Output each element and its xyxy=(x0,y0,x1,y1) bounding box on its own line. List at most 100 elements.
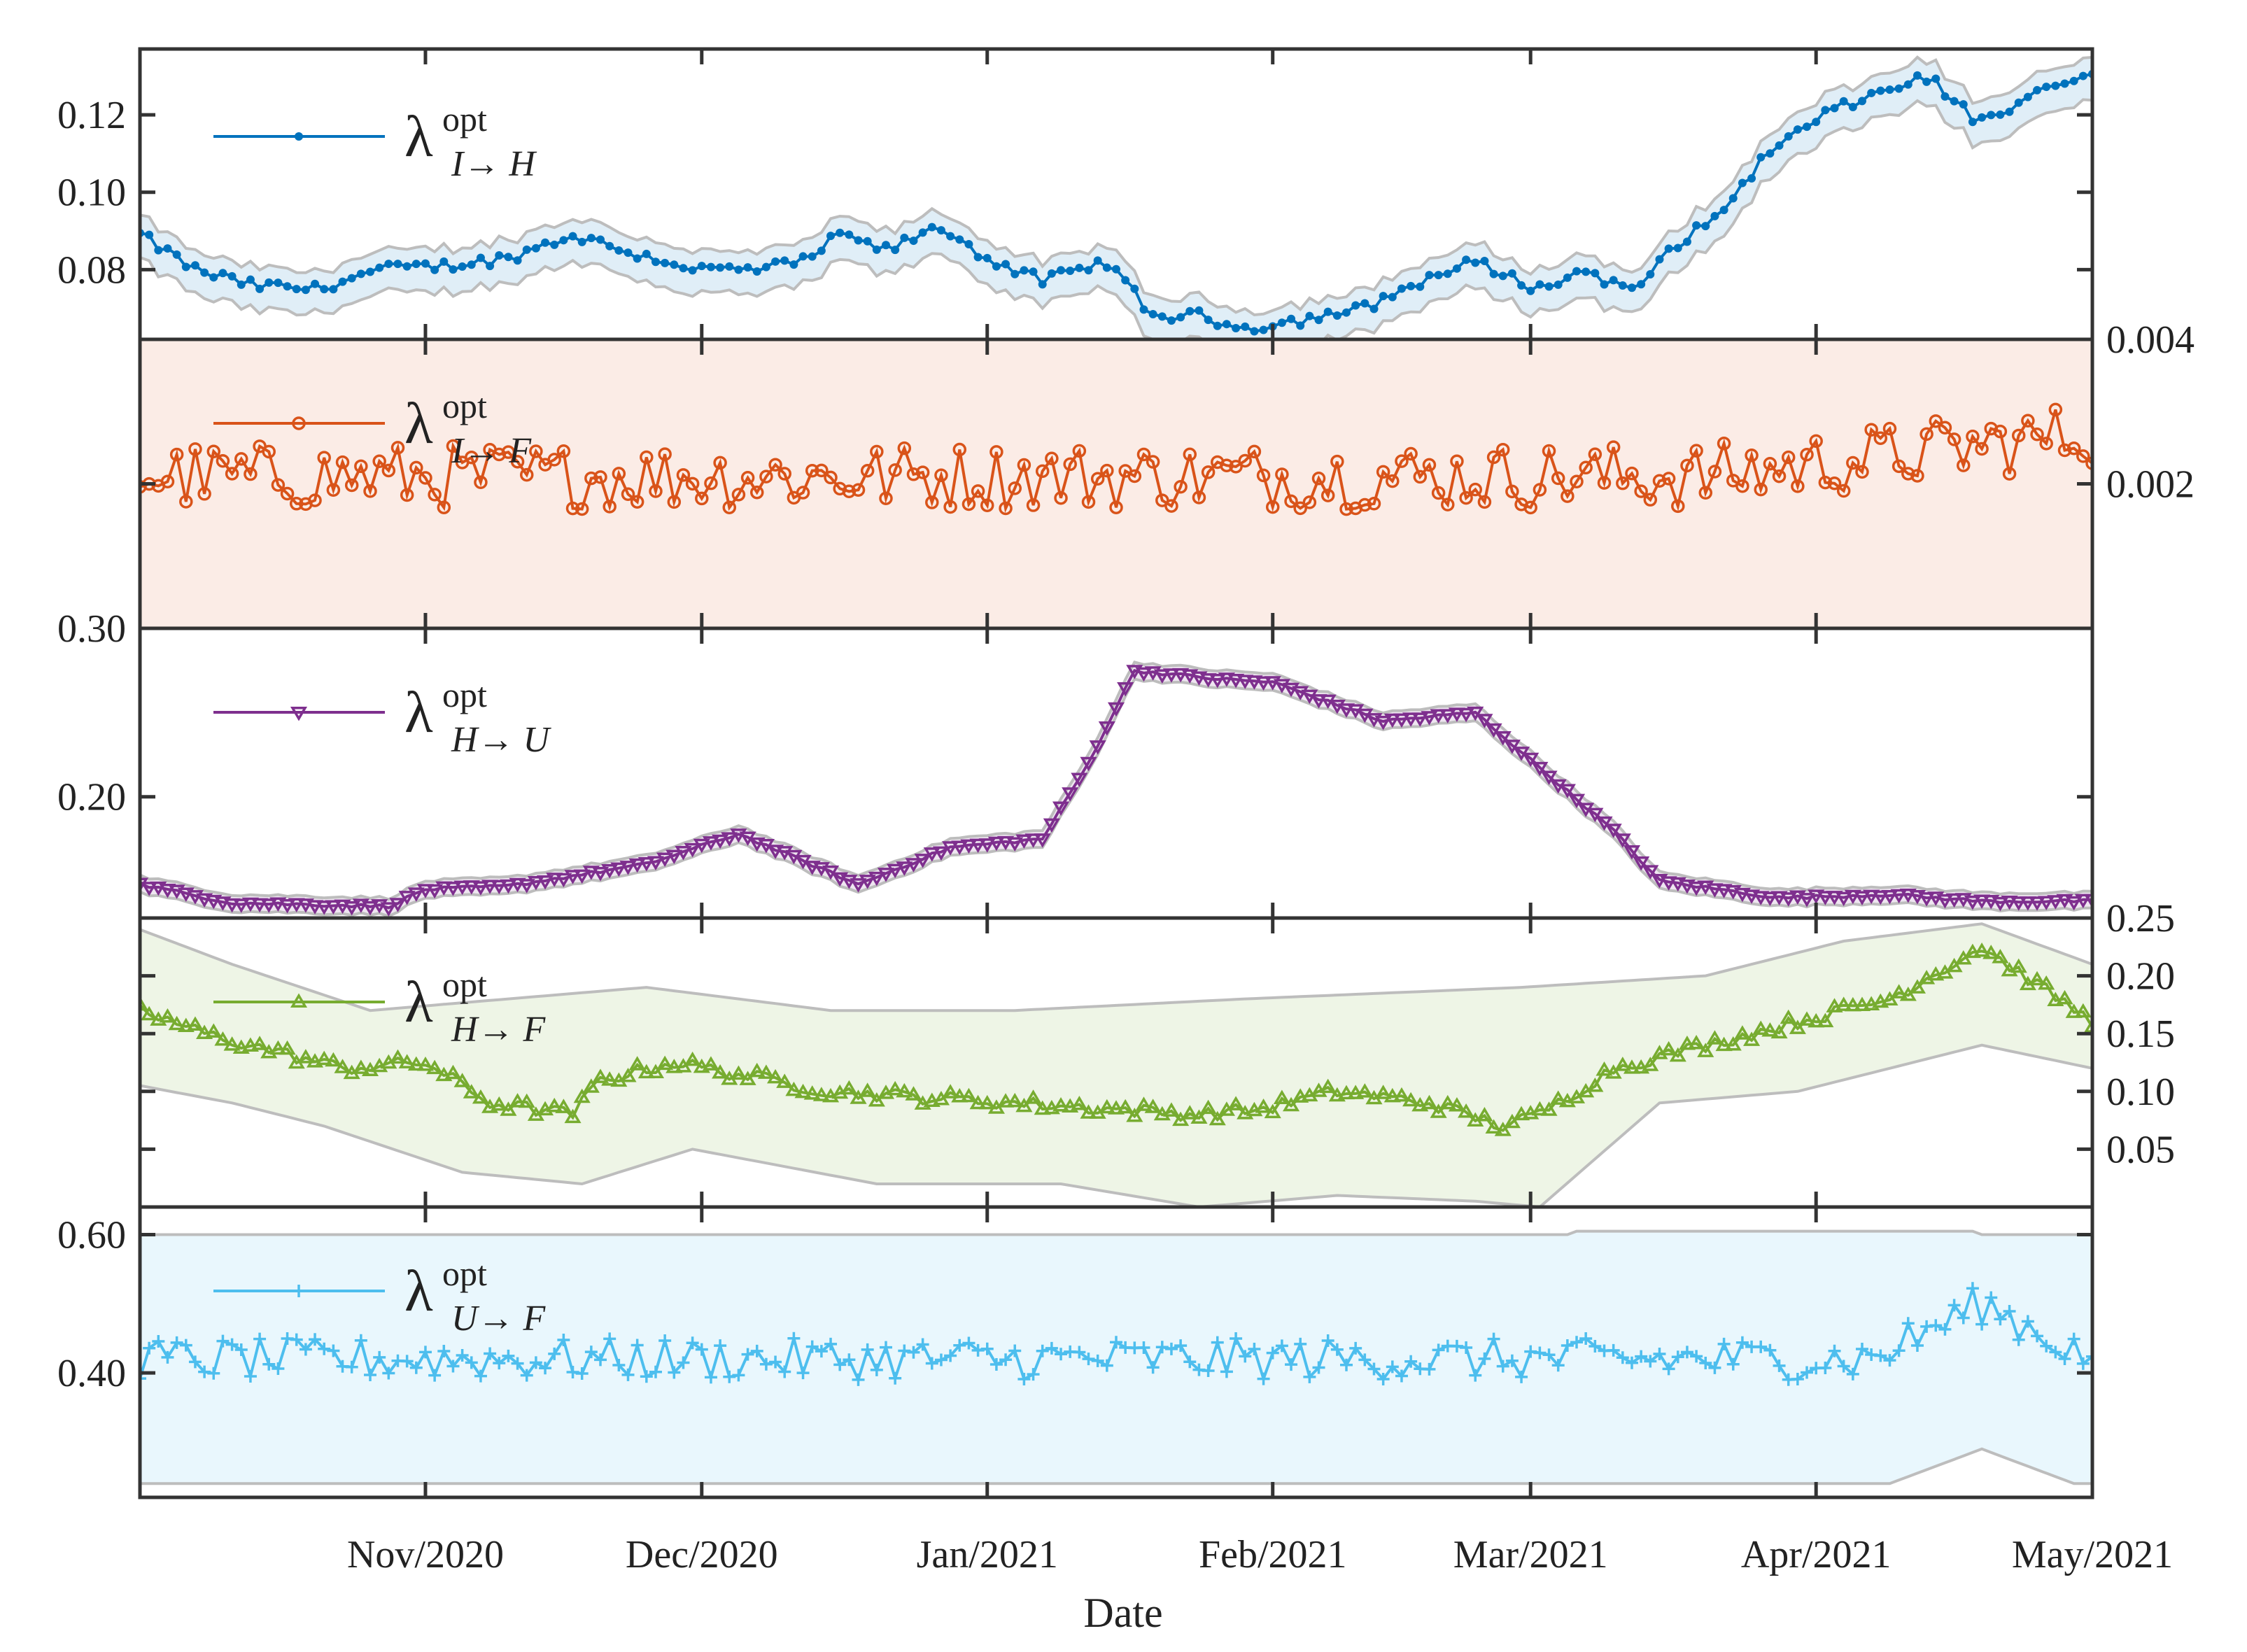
data-point xyxy=(2058,1352,2071,1365)
data-point xyxy=(292,285,301,294)
data-point xyxy=(1038,280,1047,289)
data-point xyxy=(842,484,857,499)
data-point xyxy=(1148,310,1157,319)
data-point xyxy=(1093,256,1102,265)
data-point xyxy=(1623,845,1641,860)
data-point xyxy=(295,132,303,141)
data-point xyxy=(1993,424,2008,439)
y-tick-label: 0.20 xyxy=(2106,955,2175,998)
data-point xyxy=(2002,467,2017,481)
data-point xyxy=(796,1367,810,1380)
data-point xyxy=(1277,318,1286,327)
data-point xyxy=(1144,1099,1162,1113)
data-point xyxy=(1496,1360,1509,1373)
data-point xyxy=(465,450,479,465)
data-point xyxy=(633,254,642,263)
data-point xyxy=(1844,889,1861,905)
data-point xyxy=(1107,1100,1125,1115)
data-point xyxy=(1600,280,1609,289)
data-point xyxy=(997,1093,1015,1108)
data-point xyxy=(1848,103,1857,112)
data-point xyxy=(817,246,826,255)
data-point xyxy=(1052,1097,1070,1112)
data-point xyxy=(989,445,1003,459)
data-point xyxy=(693,1058,710,1073)
data-point xyxy=(656,852,674,867)
data-point xyxy=(198,1365,211,1378)
data-point xyxy=(962,1336,975,1350)
data-point xyxy=(398,1054,416,1068)
data-point xyxy=(335,455,350,470)
data-point xyxy=(1448,1096,1465,1112)
data-point xyxy=(1517,281,1526,290)
data-point xyxy=(1973,894,1991,909)
data-point xyxy=(1743,889,1761,904)
data-point xyxy=(1780,892,1797,907)
data-point xyxy=(418,471,432,485)
data-point xyxy=(1653,1347,1666,1360)
data-point xyxy=(1034,833,1051,848)
data-point xyxy=(906,467,921,481)
data-point xyxy=(382,1367,395,1380)
data-point xyxy=(1752,1020,1770,1035)
data-point xyxy=(2069,76,2078,85)
band-lower-edge xyxy=(140,1043,2092,1207)
data-point xyxy=(1938,421,1952,435)
data-point xyxy=(430,265,439,274)
legend-label: λ xyxy=(404,680,433,745)
data-point xyxy=(992,262,1001,271)
data-point xyxy=(467,260,476,269)
data-point xyxy=(1084,266,1093,275)
data-point xyxy=(458,262,467,271)
data-point xyxy=(1386,474,1400,488)
data-point xyxy=(702,836,720,851)
data-point xyxy=(1973,942,1991,957)
data-point xyxy=(145,230,154,239)
data-point xyxy=(292,416,306,430)
data-point xyxy=(1975,1318,1989,1331)
data-point xyxy=(518,1093,535,1108)
data-point xyxy=(1395,454,1409,468)
data-point xyxy=(812,1087,830,1101)
data-point xyxy=(896,861,913,876)
data-point xyxy=(1006,1092,1024,1108)
data-point xyxy=(1872,890,1889,905)
x-tick-label: Mar/2021 xyxy=(1453,1533,1608,1576)
data-point xyxy=(860,464,875,478)
data-point xyxy=(190,261,199,270)
data-point xyxy=(1135,1096,1153,1111)
data-point xyxy=(1673,243,1682,253)
data-point xyxy=(1238,453,1252,468)
data-point xyxy=(1015,834,1033,849)
data-point xyxy=(850,1089,867,1104)
data-point xyxy=(1287,314,1296,323)
data-point xyxy=(1864,423,1878,437)
data-point xyxy=(381,463,396,478)
data-point xyxy=(1001,260,1010,269)
data-point xyxy=(529,444,543,458)
data-point xyxy=(971,1343,985,1357)
data-point xyxy=(1073,1346,1086,1359)
data-point xyxy=(317,451,331,465)
data-point xyxy=(1669,1047,1686,1062)
data-point xyxy=(168,1015,185,1031)
data-point xyxy=(1055,1348,1068,1361)
data-point xyxy=(1321,1334,1334,1347)
data-point xyxy=(1798,893,1816,908)
data-point xyxy=(794,1083,812,1099)
data-point xyxy=(539,1362,552,1375)
data-point xyxy=(290,706,308,721)
data-point xyxy=(879,1341,892,1354)
data-point xyxy=(1135,667,1153,682)
data-point xyxy=(1966,430,1980,444)
data-point xyxy=(1531,1101,1549,1116)
data-point xyxy=(541,238,550,247)
data-point xyxy=(1680,1346,1693,1359)
y-tick-label: 0.004 xyxy=(2106,318,2195,362)
data-point xyxy=(824,1337,838,1350)
data-point xyxy=(453,1073,471,1087)
data-point xyxy=(1846,1367,1859,1381)
data-point xyxy=(1302,495,1317,509)
data-point xyxy=(1351,301,1360,310)
data-point xyxy=(647,1064,665,1079)
